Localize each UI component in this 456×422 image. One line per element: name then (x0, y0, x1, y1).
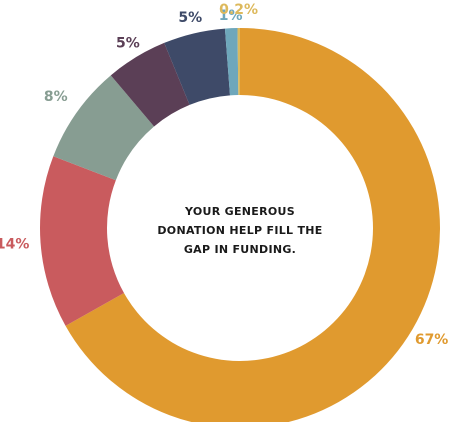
center-text: YOUR GENEROUS DONATION HELP FILL THE GAP… (157, 205, 323, 256)
slice-label-2: 14% (0, 236, 29, 252)
donut-slice-3 (53, 75, 155, 181)
donut-slice-1 (65, 28, 440, 422)
slice-label-6: 1% (219, 8, 243, 24)
slice-label-1: 67% (415, 332, 449, 348)
slice-label-5: 5% (178, 10, 202, 26)
slices-group (40, 28, 440, 422)
labels-group: 67% 14% 8% 5% 5% 1%0.2% (0, 2, 448, 348)
donut-slice-7 (237, 28, 240, 96)
donut-slice-2 (40, 156, 124, 326)
slice-label-3: 8% (44, 89, 68, 105)
slice-label-4: 5% (116, 35, 140, 51)
donut-slice-4 (110, 42, 190, 127)
slice-label-7: 0.2% (219, 2, 258, 18)
donut-slice-5 (164, 28, 230, 105)
donut-slice-6 (224, 28, 239, 96)
